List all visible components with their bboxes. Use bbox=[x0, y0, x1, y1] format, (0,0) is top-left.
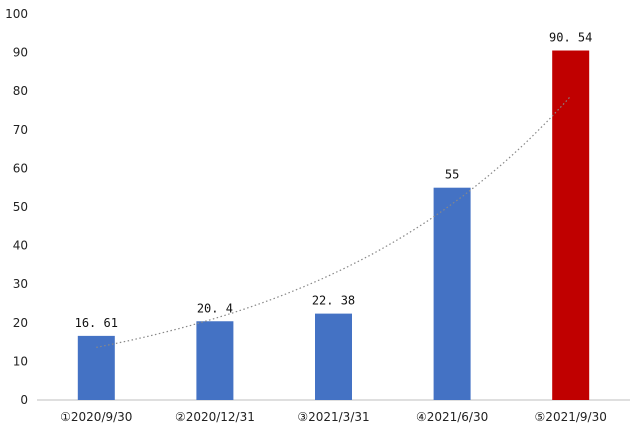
y-axis-ticks: 0 10 20 30 40 50 60 70 80 90 100 bbox=[5, 7, 28, 407]
bar-5 bbox=[552, 50, 590, 401]
data-label-4: 55 bbox=[445, 168, 459, 182]
y-tick-label: 60 bbox=[13, 161, 28, 175]
y-tick-label: 10 bbox=[13, 354, 28, 368]
data-label-5: 90. 54 bbox=[549, 31, 592, 45]
y-tick-label: 30 bbox=[13, 277, 28, 291]
category-labels: ①2020/9/30 ②2020/12/31 ③2021/3/31 ④2021/6/3… bbox=[60, 410, 607, 424]
x-tick-label: ①2020/9/30 bbox=[60, 410, 132, 424]
bar-3 bbox=[315, 313, 352, 400]
y-tick-label: 70 bbox=[13, 123, 28, 137]
bar-4 bbox=[433, 187, 471, 400]
bar-2 bbox=[196, 321, 234, 400]
y-tick-label: 50 bbox=[13, 200, 28, 214]
bars bbox=[77, 50, 590, 401]
y-tick-label: 90 bbox=[13, 46, 28, 60]
trendline bbox=[96, 95, 572, 348]
x-tick-label: ③2021/3/31 bbox=[297, 410, 369, 424]
x-tick-label: ④2021/6/30 bbox=[416, 410, 488, 424]
data-label-2: 20. 4 bbox=[197, 301, 233, 315]
y-tick-label: 0 bbox=[20, 393, 28, 407]
data-label-3: 22. 38 bbox=[312, 294, 355, 308]
data-labels: 16. 61 20. 4 22. 38 55 90. 54 bbox=[75, 31, 593, 330]
x-tick-label: ②2020/12/31 bbox=[175, 410, 255, 424]
bar-1 bbox=[77, 335, 115, 400]
data-label-1: 16. 61 bbox=[75, 316, 118, 330]
y-tick-label: 20 bbox=[13, 316, 28, 330]
y-tick-label: 80 bbox=[13, 84, 28, 98]
y-tick-label: 40 bbox=[13, 239, 28, 253]
x-tick-label: ⑤2021/9/30 bbox=[535, 410, 607, 424]
y-tick-label: 100 bbox=[5, 7, 28, 21]
